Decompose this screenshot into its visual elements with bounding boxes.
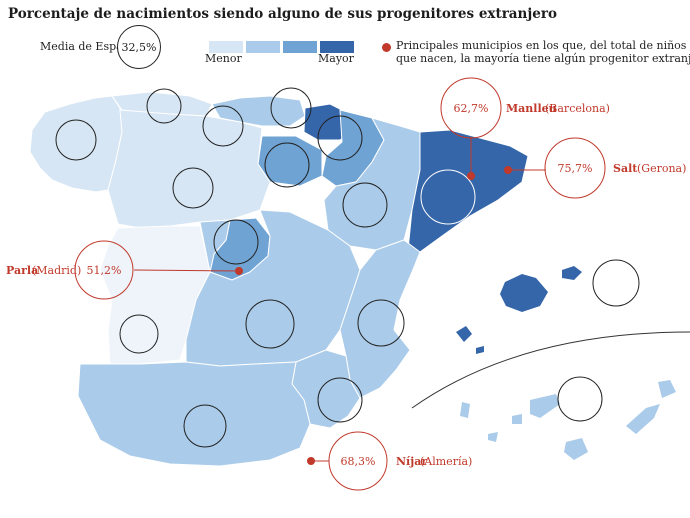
legend-swatch-1 [209, 41, 243, 53]
label-andalucia: 16,5% [183, 404, 227, 448]
region-cataluna [407, 129, 529, 253]
manlleu-province: (Barcelona) [545, 102, 610, 115]
salt-province: (Gerona) [637, 162, 686, 175]
label-navarra: 35,2% [264, 142, 310, 188]
label-murcia: 30,6% [317, 377, 363, 423]
nijar-value: 68,3% [341, 455, 376, 468]
municipality-legend-line1: Principales municipios en los que, del t… [396, 39, 687, 52]
nijar-town: Níjar [396, 455, 427, 468]
label-cantabria: 27,2% [270, 87, 312, 129]
balearic-islands [456, 266, 582, 354]
canary-separator [411, 331, 690, 409]
island-menorca [562, 266, 582, 280]
average-label: Media de España [40, 40, 137, 53]
label-baleares: 37,3% [592, 259, 640, 307]
island-gran-canaria [564, 438, 588, 460]
region-extremadura [99, 225, 211, 365]
label-valencia: 28% [357, 299, 405, 347]
island-tenerife [530, 394, 560, 418]
municipality-legend-line2: que nacen, la mayoría tiene algún progen… [396, 52, 690, 65]
label-galicia: 17,7% [55, 119, 97, 161]
label-canarias: 28,4% [557, 376, 603, 422]
island-la-gomera [512, 414, 522, 424]
label-castilla-leon-north: 18,3% [202, 105, 244, 147]
label-castilla-leon: 19,7% [172, 167, 214, 209]
label-cataluna: 39,4% [420, 169, 476, 225]
label-castilla-leon-text: 19,7% [176, 182, 211, 195]
label-pais-vasco: 33,4% [317, 115, 363, 161]
label-cataluna-text: 39,4% [431, 191, 466, 204]
label-castilla-leon-north-text: 18,3% [206, 120, 241, 133]
label-aragon-text: 30,3% [348, 199, 383, 212]
salt-value: 75,7% [558, 162, 593, 175]
label-andalucia-text: 16,5% [188, 420, 223, 433]
nijar-province: (Almería) [420, 455, 472, 468]
label-castilla-la-mancha-text: 23,6% [253, 318, 288, 331]
municipality-marker-legend [382, 43, 391, 52]
legend-swatch-4 [320, 41, 354, 53]
municipality-legend-text: Principales municipios en los que, del t… [396, 39, 690, 65]
region-andalucia [77, 361, 311, 467]
label-madrid: 33,3% [213, 219, 259, 265]
parla-province: (Madrid) [32, 264, 81, 277]
salt-town: Salt [613, 162, 638, 175]
island-fuerteventura [626, 404, 660, 434]
island-formentera [476, 346, 484, 354]
label-galicia-text: 17,7% [59, 134, 94, 147]
legend-high-label: Mayor [318, 52, 354, 65]
label-murcia-text: 30,6% [323, 394, 358, 407]
region-valencia [339, 239, 421, 399]
label-cantabria-text: 27,2% [274, 102, 309, 115]
average-value: 32,5% [121, 40, 157, 54]
callout-nijar: 68,3% Níjar (Almería) [307, 431, 472, 491]
island-lanzarote [658, 380, 676, 398]
parla-town: Parla [6, 264, 38, 277]
island-la-palma [460, 402, 470, 418]
island-ibiza [456, 326, 472, 342]
label-asturias-text: 16,7% [147, 100, 182, 113]
label-asturias: 16,7% [146, 88, 182, 124]
chart-title: Porcentaje de nacimientos siendo alguno … [8, 6, 557, 22]
label-navarra-text: 35,2% [270, 159, 305, 172]
average-circle: 32,5% [117, 25, 161, 69]
label-canarias-text: 28,4% [563, 393, 598, 406]
label-valencia-text: 28% [369, 317, 393, 330]
parla-value: 51,2% [87, 264, 122, 277]
legend-swatch-3 [283, 41, 317, 53]
canary-islands [460, 380, 676, 460]
label-aragon: 30,3% [342, 182, 388, 228]
callout-manlleu: 62,7% Manlleu (Barcelona) [440, 77, 610, 180]
label-extremadura: 9,2% [119, 314, 159, 354]
manlleu-town: Manlleu [506, 102, 557, 115]
legend-low-label: Menor [205, 52, 242, 65]
manlleu-value: 62,7% [454, 102, 489, 115]
island-el-hierro [488, 432, 498, 442]
label-castilla-la-mancha: 23,6% [245, 299, 295, 349]
callout-salt: 75,7% Salt (Gerona) [504, 137, 686, 199]
label-madrid-text: 33,3% [219, 236, 254, 249]
label-extremadura-text: 9,2% [125, 328, 153, 341]
label-baleares-text: 37,3% [599, 277, 634, 290]
callout-parla: 51,2% Parla (Madrid) [6, 240, 243, 300]
island-mallorca [500, 274, 548, 312]
legend-swatch-2 [246, 41, 280, 53]
label-pais-vasco-text: 33,4% [323, 132, 358, 145]
